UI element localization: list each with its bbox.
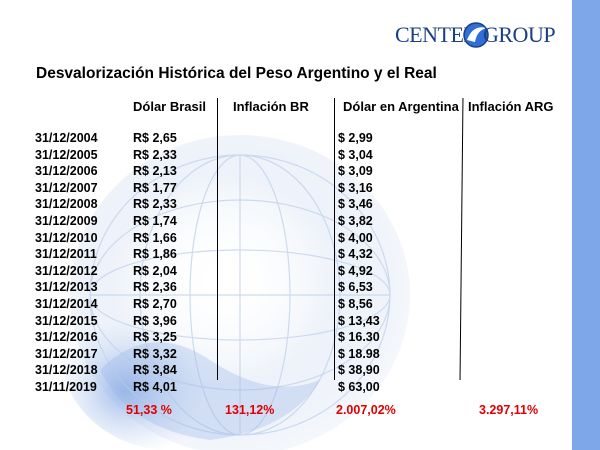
center-group-logo: CENTER GROUP: [395, 18, 556, 52]
total-dolar-argentina: 2.007,02%: [336, 403, 396, 417]
row-date: 31/12/2015: [35, 313, 98, 328]
row-dolar-argentina: $ 3,16: [338, 180, 373, 195]
row-dolar-brasil: R$ 2,33: [133, 197, 177, 212]
page-title: Desvalorización Histórica del Peso Argen…: [36, 65, 437, 82]
row-dolar-argentina: $ 38,90: [338, 363, 380, 378]
right-accent-bar: [572, 0, 600, 450]
column-divider: [217, 98, 218, 380]
row-date: 31/12/2007: [35, 180, 98, 195]
logo-swirl-icon: [463, 22, 489, 48]
row-date: 31/12/2011: [35, 247, 97, 262]
row-date: 31/12/2016: [35, 330, 98, 345]
row-date: 31/12/2018: [35, 363, 98, 378]
total-dolar-brasil: 51,33 %: [126, 403, 172, 417]
header-dolar-argentina: Dólar en Argentina: [343, 99, 459, 114]
globe-watermark-icon: [60, 135, 410, 450]
row-date: 31/12/2014: [35, 297, 98, 311]
row-dolar-brasil: R$ 3,84: [133, 363, 177, 378]
row-dolar-brasil: R$ 2,65: [133, 131, 177, 145]
row-dolar-brasil: R$ 1,66: [133, 230, 177, 245]
row-dolar-argentina: $ 6,53: [338, 280, 373, 295]
row-dolar-argentina: $ 4,92: [338, 263, 373, 278]
row-dolar-argentina: $ 3,09: [338, 164, 373, 179]
header-dolar-brasil: Dólar Brasil: [133, 99, 206, 114]
row-dolar-brasil: R$ 1,86: [133, 247, 177, 262]
row-dolar-brasil: R$ 3,25: [133, 330, 177, 345]
total-inflacion-arg: 3.297,11%: [479, 403, 539, 417]
row-date: 31/12/2009: [35, 214, 98, 228]
header-inflacion-br: Inflación BR: [233, 99, 309, 114]
logo-text-right: GROUP: [483, 22, 556, 47]
row-date: 31/12/2008: [35, 197, 98, 212]
row-date: 31/11/2019: [35, 380, 97, 394]
row-dolar-argentina: $ 13,43: [338, 313, 380, 328]
row-dolar-brasil: R$ 2,70: [133, 297, 177, 311]
row-dolar-argentina: $ 16.30: [338, 330, 380, 345]
row-dolar-argentina: $ 8,56: [338, 297, 373, 311]
total-inflacion-br: 131,12%: [225, 403, 275, 417]
column-divider: [334, 98, 335, 380]
row-dolar-brasil: R$ 3,32: [133, 346, 177, 361]
row-dolar-brasil: R$ 2,13: [133, 164, 177, 179]
row-dolar-argentina: $ 3,04: [338, 147, 373, 162]
row-date: 31/12/2012: [35, 263, 98, 278]
row-dolar-argentina: $ 4,32: [338, 247, 373, 262]
row-dolar-argentina: $ 2,99: [338, 131, 373, 145]
row-date: 31/12/2010: [35, 230, 98, 245]
row-date: 31/12/2005: [35, 147, 98, 162]
row-dolar-brasil: R$ 1,74: [133, 214, 177, 228]
row-dolar-brasil: R$ 3,96: [133, 313, 177, 328]
row-dolar-brasil: R$ 1,77: [133, 180, 177, 195]
row-dolar-brasil: R$ 2,36: [133, 280, 177, 295]
row-date: 31/12/2013: [35, 280, 98, 295]
row-dolar-argentina: $ 63,00: [338, 380, 380, 394]
row-dolar-argentina: $ 4,00: [338, 230, 373, 245]
row-date: 31/12/2004: [35, 131, 98, 145]
row-dolar-brasil: R$ 4,01: [133, 380, 177, 394]
row-dolar-brasil: R$ 2,04: [133, 263, 177, 278]
row-date: 31/12/2017: [35, 346, 98, 361]
row-date: 31/12/2006: [35, 164, 98, 179]
row-dolar-brasil: R$ 2,33: [133, 147, 177, 162]
row-dolar-argentina: $ 3,82: [338, 214, 373, 228]
column-divider: [459, 98, 464, 380]
row-dolar-argentina: $ 18.98: [338, 346, 380, 361]
header-inflacion-arg: Inflación ARG: [468, 99, 554, 114]
row-dolar-argentina: $ 3,46: [338, 197, 373, 212]
